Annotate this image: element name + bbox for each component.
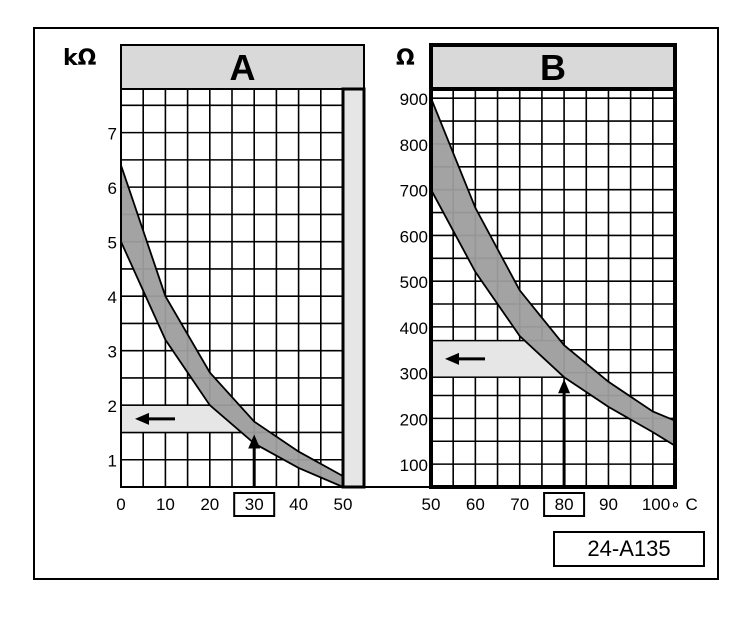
- panel-b-x-tick-label: 50: [422, 495, 441, 514]
- panel-b-y-tick-label: 700: [400, 182, 428, 201]
- panel-a-y-tick-label: 4: [108, 288, 117, 307]
- panel-b-x-tick-label: 70: [510, 495, 529, 514]
- panel-b-reading-arrowhead-left: [445, 352, 459, 365]
- panel-a-reading-arrowhead-left: [135, 412, 149, 425]
- reference-code-box: 24-A135: [553, 531, 705, 567]
- panel-b-y-tick-label: 100: [400, 456, 428, 475]
- panel-a-y-tick-label: 1: [108, 452, 117, 471]
- panel-a-y-tick-label: 3: [108, 343, 117, 362]
- panel-b-x-tick-label: 90: [599, 495, 618, 514]
- panel-a-right-strip: [341, 87, 366, 489]
- panel-a-x-tick-label: 50: [334, 495, 353, 514]
- panel-b-unit-label: Ω: [396, 46, 415, 71]
- panel-b-y-tick-label: 200: [400, 410, 428, 429]
- panel-a-x-tick-label: 40: [289, 495, 308, 514]
- panel-b-y-tick-label: 900: [400, 90, 428, 109]
- panel-a-highlighted-x-box: [233, 492, 276, 517]
- panel-b-plot: 100 200 300 400 500 600 700 800 900 50 60 70 80 90 100…: [400, 87, 698, 517]
- panel-a-title: A: [229, 47, 256, 88]
- panel-a-plot: 1 2 3 4 5 6 7 0 10 20 30 40 50: [108, 87, 431, 517]
- panel-b-frame: [429, 87, 677, 489]
- panel-a-reading-arrowhead-up: [248, 434, 261, 449]
- panel-b-x-tick-label: 100∘ C: [642, 495, 698, 514]
- panel-a-x-tick-label: 10: [156, 495, 175, 514]
- panel-b-highlighted-x-box: [543, 492, 586, 517]
- panel-a-y-tick-label: 6: [108, 179, 117, 198]
- panel-b-y-tick-label: 800: [400, 136, 428, 155]
- panel-b-title: B: [540, 47, 566, 88]
- panel-b-y-tick-label: 400: [400, 319, 428, 338]
- panel-b-background: [431, 89, 675, 487]
- panel-b-x-tick-label: 80: [555, 495, 574, 514]
- panel-a-unit-label: kΩ: [63, 46, 97, 71]
- panel-a-y-tick-label: 5: [108, 234, 117, 253]
- panel-a-x-tick-label: 0: [116, 495, 125, 514]
- panel-b-y-tick-label: 500: [400, 273, 428, 292]
- panel-a-frame: [120, 88, 365, 488]
- panel-a-y-tick-label: 7: [108, 125, 117, 144]
- panel-a-x-tick-label: 30: [245, 495, 264, 514]
- panel-a-y-tick-label: 2: [108, 397, 117, 416]
- figure-frame: [33, 27, 719, 580]
- panel-a-x-tick-label: 20: [200, 495, 219, 514]
- panel-b-y-tick-label: 300: [400, 365, 428, 384]
- panel-b-reading-arrowhead-up: [558, 379, 571, 394]
- panel-b-y-tick-label: 600: [400, 227, 428, 246]
- panel-b-x-tick-label: 60: [466, 495, 485, 514]
